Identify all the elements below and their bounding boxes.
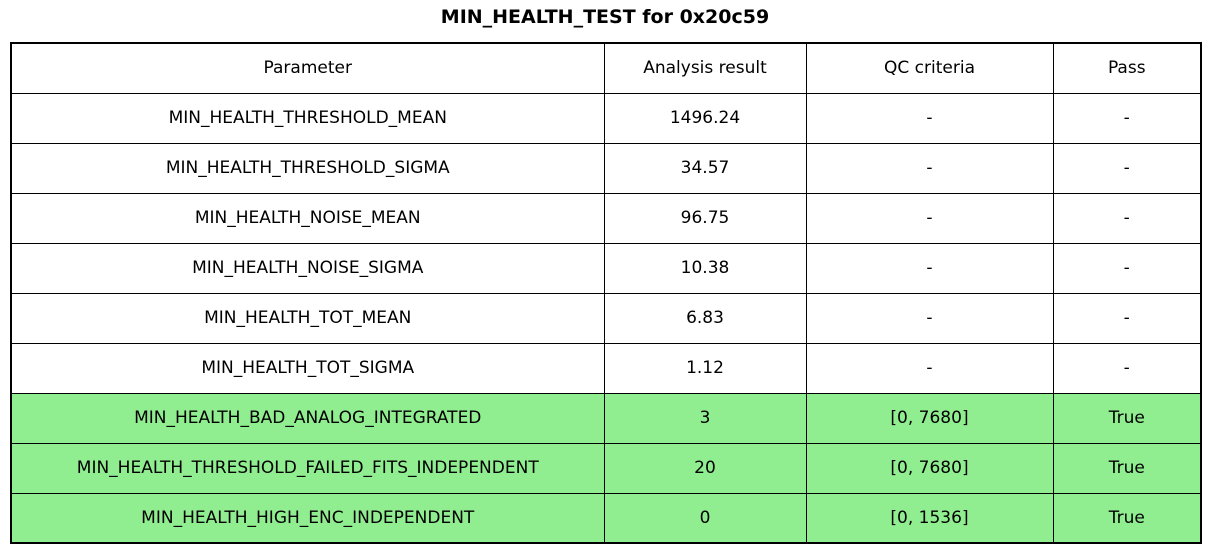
analysis-result-cell: 0 [603,492,807,544]
parameter-cell: MIN_HEALTH_TOT_MEAN [10,292,605,344]
table-row-passed: MIN_HEALTH_HIGH_ENC_INDEPENDENT 0 [0, 15… [10,492,1202,544]
column-header-qc-criteria: QC criteria [805,42,1054,94]
analysis-result-cell: 20 [603,442,807,494]
table-row: MIN_HEALTH_NOISE_MEAN 96.75 - - [10,192,1202,244]
qc-criteria-cell: - [805,242,1054,294]
parameter-cell: MIN_HEALTH_BAD_ANALOG_INTEGRATED [10,392,605,444]
parameter-cell: MIN_HEALTH_THRESHOLD_MEAN [10,92,605,144]
analysis-result-cell: 1.12 [603,342,807,394]
parameter-cell: MIN_HEALTH_NOISE_MEAN [10,192,605,244]
table-row-passed: MIN_HEALTH_THRESHOLD_FAILED_FITS_INDEPEN… [10,442,1202,494]
table-row: MIN_HEALTH_TOT_SIGMA 1.12 - - [10,342,1202,394]
page-title: MIN_HEALTH_TEST for 0x20c59 [440,6,770,28]
qc-results-table: Parameter Analysis result QC criteria Pa… [10,42,1202,544]
parameter-cell: MIN_HEALTH_NOISE_SIGMA [10,242,605,294]
parameter-cell: MIN_HEALTH_THRESHOLD_FAILED_FITS_INDEPEN… [10,442,605,494]
pass-cell: - [1052,92,1202,144]
qc-criteria-cell: - [805,192,1054,244]
column-header-parameter: Parameter [10,42,605,94]
analysis-result-cell: 34.57 [603,142,807,194]
table-row-passed: MIN_HEALTH_BAD_ANALOG_INTEGRATED 3 [0, 7… [10,392,1202,444]
analysis-result-cell: 3 [603,392,807,444]
table-row: MIN_HEALTH_THRESHOLD_MEAN 1496.24 - - [10,92,1202,144]
qc-criteria-cell: [0, 7680] [805,442,1054,494]
column-header-analysis-result: Analysis result [603,42,807,94]
qc-criteria-cell: - [805,92,1054,144]
qc-criteria-cell: - [805,342,1054,394]
analysis-result-cell: 96.75 [603,192,807,244]
table-row: MIN_HEALTH_NOISE_SIGMA 10.38 - - [10,242,1202,294]
qc-criteria-cell: [0, 1536] [805,492,1054,544]
qc-criteria-cell: - [805,142,1054,194]
analysis-result-cell: 6.83 [603,292,807,344]
pass-cell: - [1052,192,1202,244]
pass-cell: - [1052,242,1202,294]
pass-cell: True [1052,392,1202,444]
analysis-result-cell: 10.38 [603,242,807,294]
qc-criteria-cell: - [805,292,1054,344]
parameter-cell: MIN_HEALTH_HIGH_ENC_INDEPENDENT [10,492,605,544]
table-row: MIN_HEALTH_THRESHOLD_SIGMA 34.57 - - [10,142,1202,194]
pass-cell: - [1052,292,1202,344]
column-header-pass: Pass [1052,42,1202,94]
pass-cell: - [1052,142,1202,194]
qc-criteria-cell: [0, 7680] [805,392,1054,444]
analysis-result-cell: 1496.24 [603,92,807,144]
parameter-cell: MIN_HEALTH_TOT_SIGMA [10,342,605,394]
table-header-row: Parameter Analysis result QC criteria Pa… [10,42,1202,94]
table-row: MIN_HEALTH_TOT_MEAN 6.83 - - [10,292,1202,344]
parameter-cell: MIN_HEALTH_THRESHOLD_SIGMA [10,142,605,194]
pass-cell: True [1052,492,1202,544]
pass-cell: - [1052,342,1202,394]
pass-cell: True [1052,442,1202,494]
